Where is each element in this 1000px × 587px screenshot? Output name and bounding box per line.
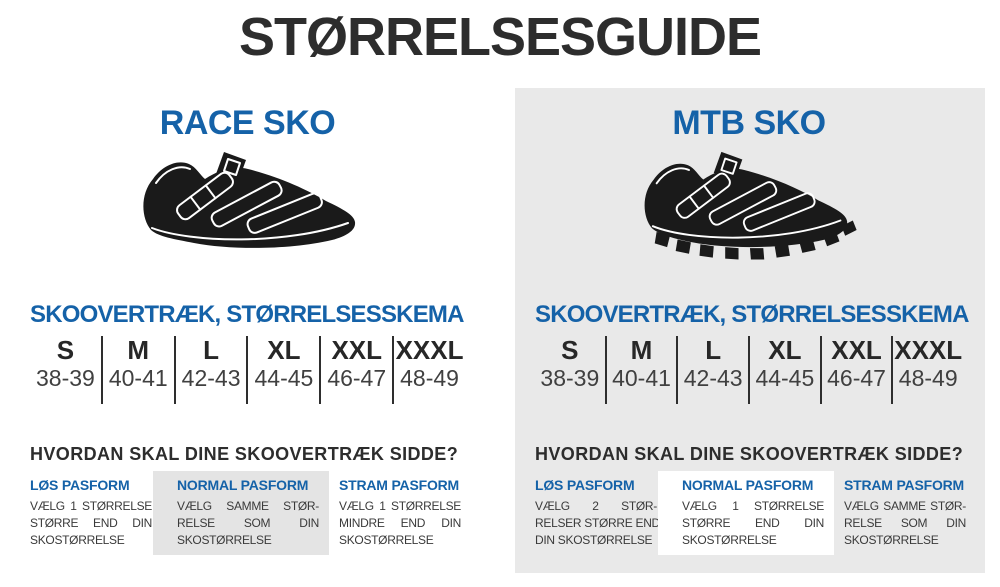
size-label: S bbox=[56, 335, 75, 365]
fit-line: STØRRE END DIN bbox=[30, 516, 152, 530]
fit-line: VÆLG 2 STØR- bbox=[535, 499, 657, 513]
size-label: XXL bbox=[331, 335, 383, 365]
size-label: M bbox=[630, 335, 653, 365]
size-label: M bbox=[127, 335, 150, 365]
fit-line: SKOSTØRRELSE bbox=[339, 533, 434, 547]
race-shoe-icon bbox=[30, 150, 465, 272]
size-label: XXXL bbox=[395, 335, 464, 365]
size-column: S 38-39 bbox=[535, 336, 607, 404]
size-label: XL bbox=[267, 335, 301, 365]
race-panel-heading: RACE SKO bbox=[159, 104, 336, 142]
size-range: 48-49 bbox=[400, 365, 459, 391]
fit-name: NORMAL PASFORM bbox=[177, 477, 309, 493]
fit-name: STRAM PASFORM bbox=[844, 477, 965, 493]
size-range: 46-47 bbox=[327, 365, 387, 391]
size-range: 38-39 bbox=[36, 365, 95, 391]
size-range: 48-49 bbox=[898, 365, 958, 391]
size-range: 46-47 bbox=[827, 365, 886, 391]
size-label: S bbox=[561, 335, 579, 365]
mtb-fit-options: LØS PASFORM VÆLG 2 STØR- RELSER STØRRE E… bbox=[535, 471, 966, 563]
fit-line: DIN SKOSTØRRELSE bbox=[535, 533, 653, 547]
race-panel: RACE SKO SKOOVERTR bbox=[30, 95, 465, 563]
fit-line: SKOSTØRRELSE bbox=[30, 533, 125, 547]
mtb-panel: MTB SKO S bbox=[535, 95, 969, 563]
size-range: 44-45 bbox=[254, 365, 314, 391]
size-label: XL bbox=[768, 335, 802, 365]
race-size-chart-heading: SKOOVERTRÆK, STØRRELSESSKEMA bbox=[30, 301, 464, 328]
fit-line: SKOSTØRRELSE bbox=[682, 533, 777, 547]
mtb-size-table: S 38-39 M 40-41 L 42-43 XL 44-45 XXL 46-… bbox=[535, 336, 963, 404]
mtb-shoe-icon bbox=[535, 150, 963, 272]
race-size-table: S 38-39 M 40-41 L 42-43 XL 44-45 XXL 46-… bbox=[30, 336, 465, 404]
size-column: S 38-39 bbox=[30, 336, 103, 404]
fit-line: VÆLG 1 STØRRELSE bbox=[682, 499, 824, 513]
race-fit-options: LØS PASFORM VÆLG 1 STØRRELSE STØRRE END … bbox=[30, 471, 465, 563]
size-range: 42-43 bbox=[181, 365, 241, 391]
size-label: XXXL bbox=[894, 335, 963, 365]
size-label: XXL bbox=[831, 335, 882, 365]
size-column: XXL 46-47 bbox=[321, 335, 395, 404]
fit-line: STØRRE END DIN bbox=[682, 516, 824, 530]
size-range: 44-45 bbox=[755, 365, 815, 391]
fit-name: STRAM PASFORM bbox=[339, 477, 460, 493]
mtb-fit-normal: NORMAL PASFORM VÆLG 1 STØRRELSE STØRRE E… bbox=[658, 471, 834, 555]
size-range: 42-43 bbox=[683, 365, 743, 391]
fit-name: LØS PASFORM bbox=[535, 477, 635, 493]
mtb-size-chart-heading: SKOOVERTRÆK, STØRRELSESSKEMA bbox=[535, 301, 969, 328]
size-range: 38-39 bbox=[540, 365, 600, 391]
size-label: L bbox=[705, 335, 722, 365]
race-fit-normal: NORMAL PASFORM VÆLG SAMME STØR- RELSE SO… bbox=[153, 471, 329, 555]
size-column: M 40-41 bbox=[607, 336, 679, 404]
size-column: L 42-43 bbox=[176, 336, 249, 404]
size-column: XXXL 48-49 bbox=[394, 336, 465, 404]
fit-name: NORMAL PASFORM bbox=[682, 477, 814, 493]
size-column: L 42-43 bbox=[678, 335, 751, 404]
size-column: XL 44-45 bbox=[750, 336, 822, 404]
race-fit-question: HVORDAN SKAL DINE SKOOVERTRÆK SIDDE? bbox=[30, 444, 459, 464]
fit-line: VÆLG 1 STØRRELSE bbox=[30, 499, 152, 513]
size-column: XXXL 48-49 bbox=[893, 336, 963, 404]
fit-line: RELSER STØRRE END bbox=[535, 516, 660, 530]
fit-line: SKOSTØRRELSE bbox=[177, 533, 272, 547]
size-label: L bbox=[203, 335, 220, 365]
fit-line: MINDRE END DIN bbox=[339, 516, 461, 530]
fit-line: VÆLG SAMME STØR- bbox=[844, 499, 966, 513]
mtb-fit-tight: STRAM PASFORM VÆLG SAMME STØR- RELSE SOM… bbox=[844, 471, 966, 549]
fit-line: VÆLG 1 STØRRELSE bbox=[339, 499, 461, 513]
race-fit-tight: STRAM PASFORM VÆLG 1 STØRRELSE MINDRE EN… bbox=[339, 471, 461, 549]
mtb-panel-heading: MTB SKO bbox=[672, 104, 826, 142]
fit-line: VÆLG SAMME STØR- bbox=[177, 499, 319, 513]
size-column: M 40-41 bbox=[103, 336, 176, 404]
size-range: 40-41 bbox=[108, 365, 168, 391]
fit-line: SKOSTØRRELSE bbox=[844, 533, 939, 547]
mtb-fit-question: HVORDAN SKAL DINE SKOOVERTRÆK SIDDE? bbox=[535, 444, 964, 464]
size-column: XL 44-45 bbox=[248, 335, 322, 404]
fit-name: LØS PASFORM bbox=[30, 477, 130, 493]
mtb-fit-loose: LØS PASFORM VÆLG 2 STØR- RELSER STØRRE E… bbox=[535, 471, 660, 549]
size-column: XXL 46-47 bbox=[822, 336, 894, 404]
race-fit-loose: LØS PASFORM VÆLG 1 STØRRELSE STØRRE END … bbox=[30, 471, 152, 549]
size-range: 40-41 bbox=[612, 365, 671, 391]
page-title: STØRRELSESGUIDE bbox=[238, 7, 762, 67]
fit-line: RELSE SOM DIN bbox=[177, 516, 319, 530]
fit-line: RELSE SOM DIN bbox=[844, 516, 966, 530]
